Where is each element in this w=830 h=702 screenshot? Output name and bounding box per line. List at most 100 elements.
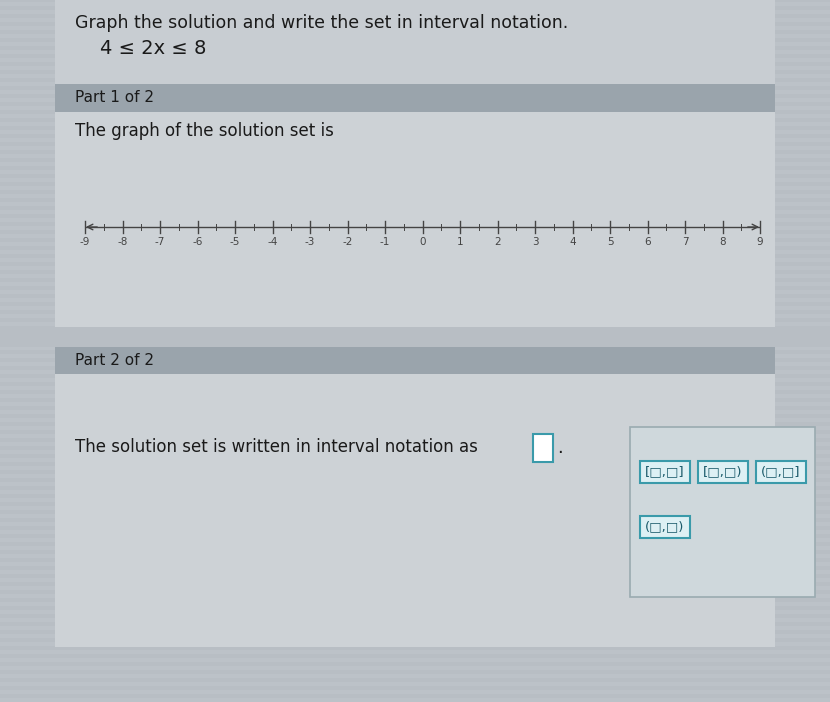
- Bar: [0, 514, 830, 518]
- Bar: [0, 206, 830, 210]
- Bar: [698, 461, 748, 483]
- Bar: [0, 218, 830, 222]
- Bar: [0, 138, 830, 142]
- Bar: [0, 294, 830, 298]
- Bar: [55, 0, 775, 84]
- Bar: [0, 566, 830, 570]
- Bar: [0, 518, 830, 522]
- Bar: [0, 354, 830, 358]
- Text: Part 1 of 2: Part 1 of 2: [75, 91, 154, 105]
- Bar: [0, 98, 830, 102]
- Bar: [0, 222, 830, 226]
- Text: 6: 6: [644, 237, 651, 247]
- Bar: [0, 210, 830, 214]
- Bar: [0, 330, 830, 334]
- Bar: [0, 442, 830, 446]
- Bar: [0, 394, 830, 398]
- Bar: [0, 50, 830, 54]
- Bar: [0, 2, 830, 6]
- Bar: [0, 386, 830, 390]
- Bar: [0, 674, 830, 678]
- Bar: [0, 398, 830, 402]
- Bar: [0, 82, 830, 86]
- Bar: [0, 662, 830, 666]
- Text: (□,□]: (□,□]: [761, 465, 801, 479]
- Bar: [0, 638, 830, 642]
- Bar: [0, 698, 830, 702]
- Bar: [0, 438, 830, 442]
- Bar: [0, 202, 830, 206]
- Bar: [0, 246, 830, 250]
- Bar: [0, 462, 830, 466]
- Bar: [0, 190, 830, 194]
- Bar: [0, 534, 830, 538]
- Bar: [0, 434, 830, 438]
- Text: -5: -5: [230, 237, 240, 247]
- Bar: [0, 454, 830, 458]
- Bar: [0, 314, 830, 318]
- Bar: [0, 0, 830, 2]
- Bar: [0, 198, 830, 202]
- Text: -1: -1: [380, 237, 390, 247]
- Bar: [0, 70, 830, 74]
- Text: -7: -7: [155, 237, 165, 247]
- Bar: [0, 590, 830, 594]
- Bar: [0, 598, 830, 602]
- Text: 3: 3: [532, 237, 539, 247]
- Bar: [0, 14, 830, 18]
- Bar: [0, 66, 830, 70]
- Bar: [0, 350, 830, 354]
- Bar: [0, 30, 830, 34]
- Bar: [0, 62, 830, 66]
- Bar: [0, 666, 830, 670]
- Bar: [640, 461, 690, 483]
- Bar: [55, 374, 775, 647]
- Bar: [0, 110, 830, 114]
- Bar: [0, 250, 830, 254]
- Bar: [756, 461, 806, 483]
- Bar: [0, 546, 830, 550]
- Bar: [0, 18, 830, 22]
- Text: -9: -9: [80, 237, 90, 247]
- Text: Part 2 of 2: Part 2 of 2: [75, 353, 154, 368]
- Text: 2: 2: [494, 237, 500, 247]
- Bar: [0, 378, 830, 382]
- Bar: [0, 262, 830, 266]
- Bar: [0, 54, 830, 58]
- Bar: [0, 230, 830, 234]
- Bar: [0, 306, 830, 310]
- Text: -3: -3: [305, 237, 315, 247]
- Bar: [0, 630, 830, 634]
- Bar: [0, 22, 830, 26]
- Bar: [0, 582, 830, 586]
- Bar: [0, 226, 830, 230]
- Text: -8: -8: [117, 237, 128, 247]
- Bar: [0, 254, 830, 258]
- Bar: [0, 562, 830, 566]
- Text: 1: 1: [457, 237, 463, 247]
- Bar: [0, 106, 830, 110]
- Bar: [0, 602, 830, 606]
- Bar: [0, 326, 830, 330]
- Bar: [0, 554, 830, 558]
- Text: 0: 0: [419, 237, 426, 247]
- Bar: [0, 586, 830, 590]
- Bar: [0, 282, 830, 286]
- Bar: [0, 498, 830, 502]
- Bar: [0, 102, 830, 106]
- Bar: [0, 634, 830, 638]
- Bar: [0, 466, 830, 470]
- Bar: [0, 406, 830, 410]
- Bar: [0, 90, 830, 94]
- Bar: [0, 370, 830, 374]
- Bar: [0, 342, 830, 346]
- Bar: [0, 402, 830, 406]
- Bar: [0, 10, 830, 14]
- Bar: [0, 578, 830, 582]
- Bar: [0, 458, 830, 462]
- Bar: [0, 186, 830, 190]
- Text: 4 ≤ 2x ≤ 8: 4 ≤ 2x ≤ 8: [100, 39, 207, 58]
- Bar: [533, 434, 553, 462]
- Bar: [0, 38, 830, 42]
- Bar: [0, 690, 830, 694]
